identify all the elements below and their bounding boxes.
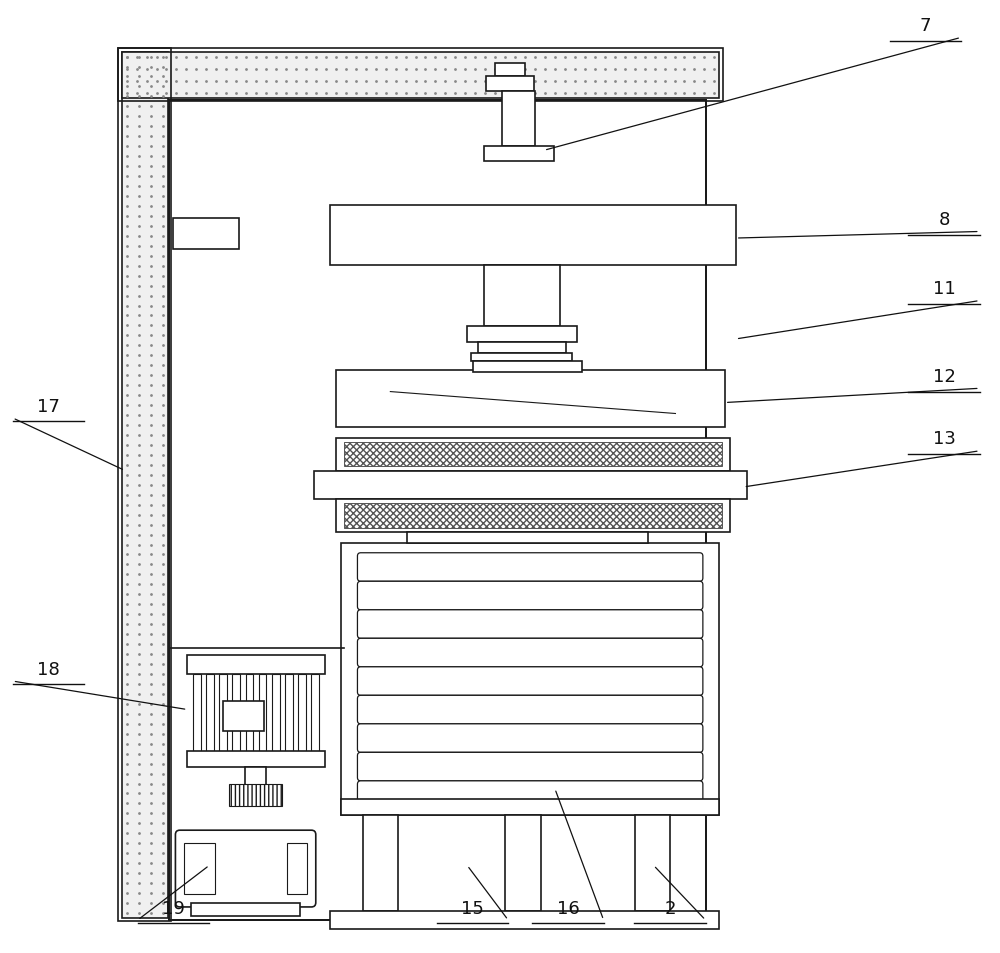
Bar [314, 471, 747, 499]
FancyBboxPatch shape [357, 639, 703, 667]
Text: 19: 19 [162, 899, 185, 917]
Bar [245, 767, 266, 789]
Bar [169, 101, 706, 921]
Text: 7: 7 [920, 17, 931, 35]
Bar [287, 843, 307, 894]
Bar [344, 504, 722, 528]
Bar [259, 675, 266, 752]
Bar [229, 784, 282, 806]
Text: 8: 8 [938, 211, 950, 229]
FancyBboxPatch shape [357, 781, 703, 809]
Text: 11: 11 [933, 280, 955, 298]
Bar [635, 815, 670, 911]
Bar [184, 843, 215, 894]
Text: 18: 18 [37, 660, 60, 678]
Bar [298, 675, 306, 752]
FancyBboxPatch shape [357, 581, 703, 610]
Text: 15: 15 [461, 899, 484, 917]
Bar [484, 266, 560, 327]
Bar [341, 800, 719, 815]
Bar [467, 327, 577, 343]
Bar [330, 911, 719, 929]
Bar [486, 76, 534, 92]
FancyBboxPatch shape [357, 753, 703, 781]
Bar [122, 52, 168, 918]
Bar [173, 219, 239, 250]
Bar [193, 675, 201, 752]
Bar [505, 815, 541, 911]
Bar [344, 442, 722, 467]
Bar [484, 147, 554, 162]
FancyBboxPatch shape [357, 667, 703, 696]
Text: 16: 16 [557, 899, 579, 917]
FancyBboxPatch shape [357, 696, 703, 724]
FancyBboxPatch shape [357, 724, 703, 753]
Bar [232, 675, 240, 752]
FancyBboxPatch shape [357, 610, 703, 639]
Bar [285, 675, 293, 752]
FancyBboxPatch shape [175, 830, 316, 907]
Bar [246, 675, 253, 752]
Text: 12: 12 [933, 368, 956, 386]
Text: 13: 13 [933, 430, 956, 448]
Text: 17: 17 [37, 397, 60, 416]
Text: 2: 2 [664, 899, 676, 917]
Bar [219, 675, 227, 752]
Bar [206, 675, 214, 752]
Bar [341, 543, 719, 815]
Bar [311, 675, 319, 752]
Bar [502, 92, 535, 147]
Bar [118, 50, 171, 922]
Bar [122, 52, 719, 98]
Bar [471, 354, 572, 361]
Bar [272, 675, 280, 752]
Bar [495, 64, 525, 76]
Bar [473, 361, 582, 373]
Bar [336, 371, 725, 427]
Bar [336, 438, 730, 471]
Bar [336, 499, 730, 533]
Bar [187, 655, 325, 675]
FancyBboxPatch shape [357, 553, 703, 581]
Bar [330, 206, 736, 266]
Bar [187, 752, 325, 767]
Bar [191, 902, 300, 916]
Bar [478, 343, 566, 354]
Bar [363, 815, 398, 911]
Bar [118, 50, 723, 102]
Bar [223, 701, 264, 732]
Bar [407, 533, 648, 543]
